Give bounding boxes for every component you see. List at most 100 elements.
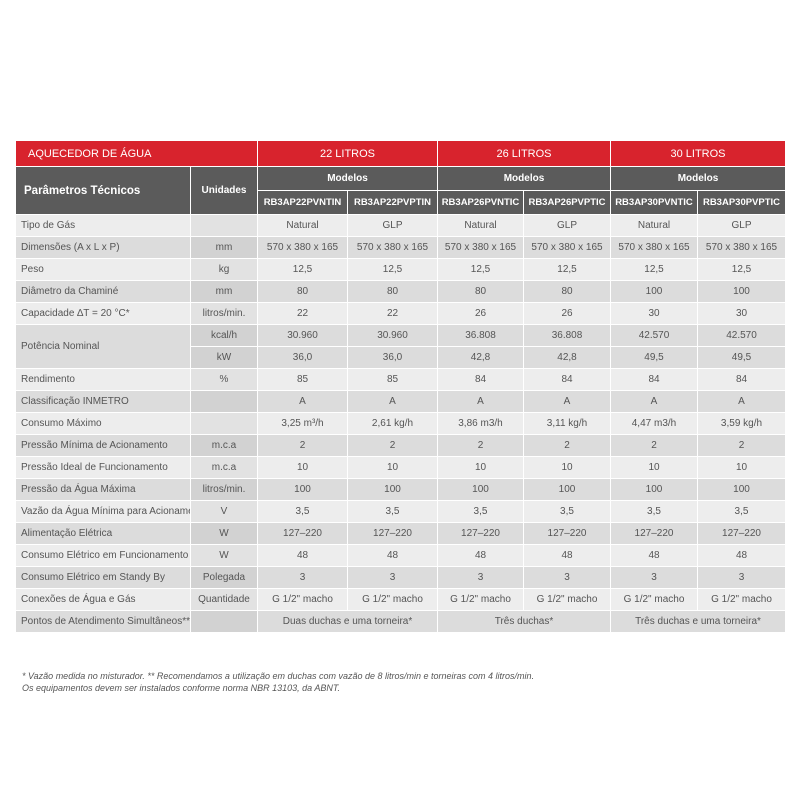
value: 3,5 [610,500,698,523]
param-label: Rendimento [15,368,191,391]
unit: litros/min. [190,478,258,501]
param-label: Peso [15,258,191,281]
unit [190,214,258,237]
unit: Quantidade [190,588,258,611]
table-row: kW 36,0 36,0 42,8 42,8 49,5 49,5 [16,346,786,369]
value: 12,5 [437,258,524,281]
model-name: RB3AP30PVNTIC [610,190,698,215]
value: 3 [523,566,611,589]
value: 12,5 [257,258,348,281]
param-label: Consumo Elétrico em Standy By [15,566,191,589]
value: 570 x 380 x 165 [347,236,438,259]
table-row: Classificação INMETRO A A A A A A [15,390,786,413]
value: 3,5 [347,500,438,523]
unit [190,412,258,435]
param-label: Consumo Elétrico em Funcionamento [15,544,191,567]
value: Natural [257,214,348,237]
param-label: Pressão Mínima de Acionamento [15,434,191,457]
value: 49,5 [610,346,698,369]
table-row: Consumo Elétrico em Standy By Polegada 3 3 3… [15,566,786,589]
table-row: Pontos de Atendimento Simultâneos** Duas … [15,610,786,633]
value: 48 [347,544,438,567]
value: 42.570 [610,324,698,347]
value: 100 [437,478,524,501]
unit: mm [190,280,258,303]
value: 30.960 [347,324,438,347]
footnote: Os equipamentos devem ser instalados con… [22,683,340,693]
value: 10 [610,456,698,479]
value: G 1/2" macho [697,588,786,611]
unit: Polegada [190,566,258,589]
spec-table-wrap: AQUECEDOR DE ÁGUA 22 LITROS 26 LITROS 30 LI… [15,140,786,633]
param-label: Tipo de Gás [15,214,191,237]
value: A [437,390,524,413]
models-header: Modelos [437,166,611,191]
value: 3,5 [697,500,786,523]
table-title: AQUECEDOR DE ÁGUA [15,140,258,167]
value: A [347,390,438,413]
value: 3 [347,566,438,589]
value: 80 [347,280,438,303]
value: 4,47 m3/h [610,412,698,435]
value: 80 [523,280,611,303]
group-value: Duas duchas e uma torneira* [257,610,438,633]
value: 100 [610,478,698,501]
value: 49,5 [697,346,786,369]
value: 570 x 380 x 165 [523,236,611,259]
table-row: Diâmetro da Chaminé mm 80 80 80 80 100 100 [15,280,786,303]
value: Natural [437,214,524,237]
value: 26 [437,302,524,325]
value: 3,11 kg/h [523,412,611,435]
value: G 1/2" macho [437,588,524,611]
table-row: Peso kg 12,5 12,5 12,5 12,5 12,5 12,5 [15,258,786,281]
value: 3,59 kg/h [697,412,786,435]
value: 2,61 kg/h [347,412,438,435]
value: 84 [610,368,698,391]
unit [190,390,258,413]
value: 570 x 380 x 165 [610,236,698,259]
unit: mm [190,236,258,259]
value: 10 [437,456,524,479]
value: 100 [697,280,786,303]
unit: kcal/h [190,324,258,347]
group-header: 30 LITROS [610,140,786,167]
value: GLP [523,214,611,237]
value: 3,5 [437,500,524,523]
value: 2 [347,434,438,457]
value: 36,0 [257,346,348,369]
value: G 1/2" macho [523,588,611,611]
param-label: Capacidade ∆T = 20 °C* [15,302,191,325]
models-header: Modelos [610,166,786,191]
value: 12,5 [697,258,786,281]
value: 127–220 [610,522,698,545]
value: 127–220 [523,522,611,545]
model-name: RB3AP22PVPTIN [347,190,438,215]
value: 570 x 380 x 165 [437,236,524,259]
value: 48 [257,544,348,567]
value: 3,86 m3/h [437,412,524,435]
value: A [610,390,698,413]
value: A [257,390,348,413]
param-label: Conexões de Água e Gás [15,588,191,611]
value: 36.808 [437,324,524,347]
footnotes: * Vazão medida no misturador. ** Recomen… [22,670,534,694]
value: 30.960 [257,324,348,347]
value: 100 [257,478,348,501]
param-label: Dimensões (A x L x P) [15,236,191,259]
table-row: Conexões de Água e Gás Quantidade G 1/2" m… [15,588,786,611]
value: 2 [523,434,611,457]
value: 22 [257,302,348,325]
table-row: Dimensões (A x L x P) mm 570 x 380 x 165 57… [15,236,786,259]
value: 80 [257,280,348,303]
value: 36.808 [523,324,611,347]
table-row: Vazão da Água Mínima para Acionamento V 3,… [15,500,786,523]
value: 10 [347,456,438,479]
value: 127–220 [697,522,786,545]
model-name: RB3AP30PVPTIC [697,190,786,215]
value: 48 [523,544,611,567]
value: 570 x 380 x 165 [257,236,348,259]
value: 84 [437,368,524,391]
table-row: Parâmetros Técnicos Unidades Modelos Modelo… [15,166,786,215]
value: 570 x 380 x 165 [697,236,786,259]
value: 10 [523,456,611,479]
